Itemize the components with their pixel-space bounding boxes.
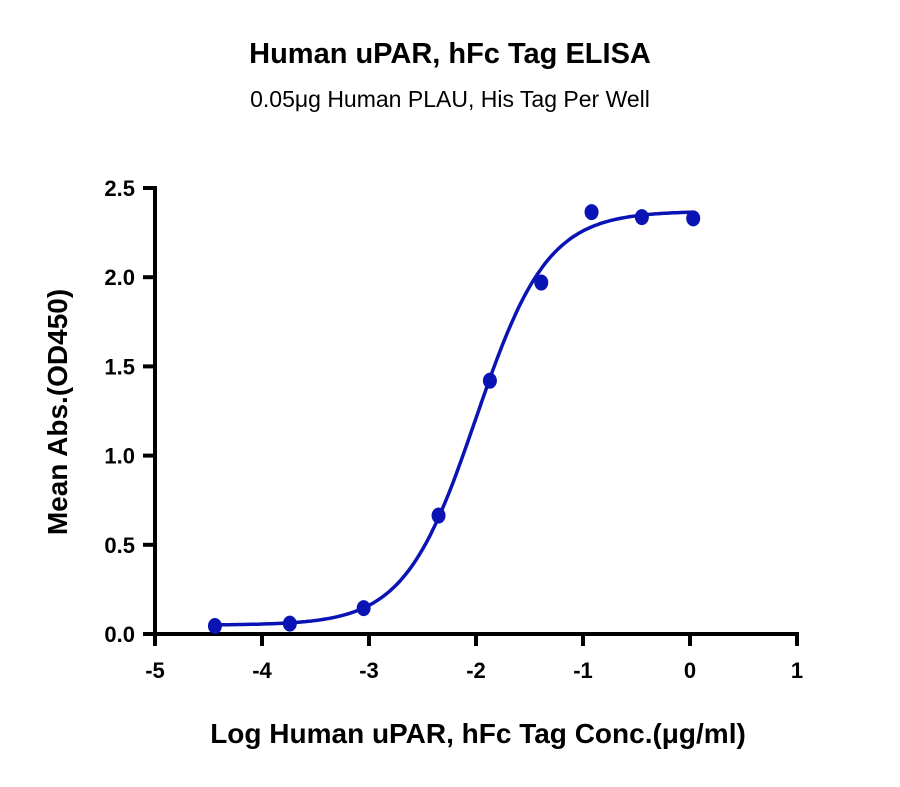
data-point: [482, 372, 497, 389]
x-tick-label: -5: [145, 658, 165, 683]
data-point: [207, 617, 222, 634]
x-tick-label: -4: [252, 658, 272, 683]
x-tick-label: 0: [684, 658, 696, 683]
data-point: [634, 209, 649, 226]
fit-curve: [214, 210, 694, 627]
y-tick-label: 1.0: [104, 444, 135, 469]
data-point: [431, 507, 446, 524]
x-axis-label: Log Human uPAR, hFc Tag Conc.(μg/ml): [210, 718, 746, 749]
data-point: [356, 600, 371, 617]
x-tick-label: 1: [791, 658, 803, 683]
x-tick-label: -2: [466, 658, 486, 683]
data-point: [686, 210, 701, 227]
data-point: [584, 204, 599, 221]
y-tick-label: 1.5: [104, 354, 135, 379]
y-tick-label: 0.5: [104, 533, 135, 558]
x-tick-label: -1: [573, 658, 593, 683]
y-tick-label: 2.5: [104, 176, 135, 201]
chart-subtitle: 0.05μg Human PLAU, His Tag Per Well: [250, 86, 650, 112]
chart-title: Human uPAR, hFc Tag ELISA: [249, 38, 651, 70]
y-tick-label: 0.0: [104, 622, 135, 647]
x-tick-label: -3: [359, 658, 379, 683]
y-axis-label: Mean Abs.(OD450): [42, 289, 73, 535]
y-tick-label: 2.0: [104, 265, 135, 290]
data-point: [282, 615, 297, 632]
data-point: [534, 274, 549, 291]
